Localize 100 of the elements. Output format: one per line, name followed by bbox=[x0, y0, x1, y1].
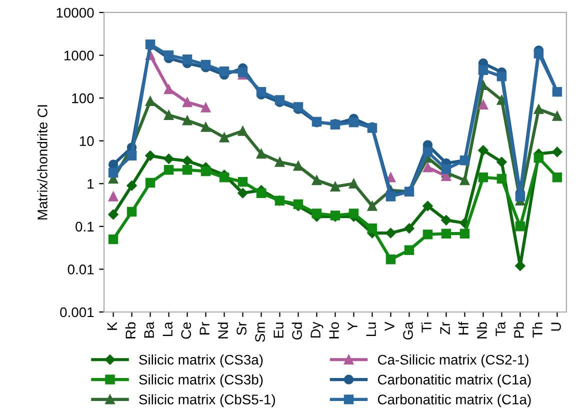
point bbox=[515, 222, 526, 232]
point bbox=[496, 174, 507, 184]
point bbox=[126, 180, 137, 191]
legend-label: Silicic matrix (CbS5-1) bbox=[139, 394, 275, 408]
point bbox=[164, 84, 174, 94]
point bbox=[367, 224, 378, 234]
x-tick-label: Ta bbox=[496, 322, 506, 336]
point bbox=[386, 192, 396, 202]
point bbox=[182, 116, 192, 126]
y-tick-label: 10 bbox=[80, 136, 94, 146]
x-tick-label: Pr bbox=[200, 322, 210, 334]
point bbox=[238, 67, 248, 78]
x-tick-label: Hf bbox=[458, 322, 468, 334]
point bbox=[274, 95, 285, 105]
y-tick-label: 10000 bbox=[56, 8, 94, 18]
point bbox=[219, 132, 230, 142]
x-tick-label: Ti bbox=[421, 322, 432, 332]
legend-label: Carbonatitic matrix (C1a) bbox=[378, 374, 531, 388]
point bbox=[145, 150, 156, 161]
y-axis-title: Matrix/chondrite CI bbox=[37, 105, 48, 220]
y-tick-label: 1 bbox=[88, 179, 94, 189]
y-tick-label: 0.001 bbox=[60, 307, 94, 318]
x-tick-label: Th bbox=[532, 322, 542, 338]
point bbox=[348, 178, 359, 188]
y-tick-label: 1000 bbox=[64, 50, 94, 60]
y-tick-label: 0.01 bbox=[68, 264, 94, 274]
point bbox=[367, 201, 378, 211]
point bbox=[108, 234, 118, 244]
point bbox=[238, 126, 248, 136]
point bbox=[126, 150, 137, 161]
x-tick-label: Ba bbox=[144, 322, 154, 338]
legend-label: Silicic matrix (CS3b) bbox=[139, 374, 263, 388]
x-tick-label: La bbox=[162, 322, 173, 336]
point bbox=[312, 175, 322, 186]
point bbox=[552, 172, 562, 182]
x-tick-label: Dy bbox=[310, 322, 324, 338]
point bbox=[312, 208, 322, 218]
point bbox=[478, 100, 488, 110]
point bbox=[330, 182, 340, 192]
point bbox=[348, 208, 359, 218]
x-tick-label: Pb bbox=[514, 322, 524, 338]
x-tick-label: Nb bbox=[476, 322, 487, 338]
point bbox=[126, 206, 137, 217]
point bbox=[108, 168, 118, 178]
point bbox=[164, 110, 174, 120]
point bbox=[404, 223, 414, 234]
x-tick-label: Zr bbox=[440, 322, 450, 334]
x-tick-label: Eu bbox=[274, 322, 284, 338]
point bbox=[478, 65, 488, 75]
x-tick-label: Gd bbox=[292, 322, 302, 340]
point bbox=[478, 145, 488, 156]
point bbox=[256, 86, 266, 97]
point bbox=[182, 97, 192, 108]
x-tick-label: Sm bbox=[255, 322, 265, 342]
point bbox=[256, 188, 266, 198]
y-tick-label: 0.1 bbox=[76, 222, 94, 232]
legend-label: Silicic matrix (CS3a) bbox=[139, 354, 263, 368]
point bbox=[386, 228, 396, 238]
point bbox=[108, 160, 118, 170]
point bbox=[182, 156, 192, 166]
point bbox=[108, 192, 118, 202]
point bbox=[534, 104, 544, 114]
point bbox=[293, 161, 304, 171]
y-tick-label: 100 bbox=[72, 93, 94, 104]
point bbox=[478, 172, 488, 182]
point bbox=[200, 122, 211, 132]
point bbox=[238, 177, 248, 187]
point bbox=[422, 162, 433, 172]
point bbox=[552, 146, 562, 158]
point bbox=[164, 154, 174, 164]
point bbox=[200, 102, 211, 112]
point bbox=[515, 260, 526, 271]
point bbox=[219, 66, 230, 76]
legend-label: Carbonatitic matrix (C1a) bbox=[378, 394, 531, 408]
x-tick-label: Nd bbox=[218, 322, 228, 338]
x-tick-label: Lu bbox=[366, 322, 376, 336]
point bbox=[404, 245, 414, 255]
point bbox=[348, 118, 359, 128]
point bbox=[460, 228, 470, 238]
point bbox=[145, 178, 156, 188]
x-tick-label: U bbox=[551, 322, 561, 331]
point bbox=[422, 230, 433, 240]
x-tick-label: Ga bbox=[403, 322, 413, 340]
point bbox=[386, 254, 396, 264]
point bbox=[182, 164, 192, 175]
point bbox=[238, 188, 248, 198]
point bbox=[200, 166, 211, 176]
point bbox=[164, 50, 174, 60]
x-tick-label: Rb bbox=[125, 322, 136, 338]
x-tick-label: Sr bbox=[236, 322, 246, 335]
point bbox=[422, 200, 433, 212]
point bbox=[496, 156, 507, 168]
point bbox=[515, 192, 526, 202]
point bbox=[145, 96, 156, 106]
x-tick-label: Ho bbox=[329, 322, 339, 338]
legend-label: Ca-Silicic matrix (CS2-1) bbox=[378, 354, 528, 368]
point bbox=[164, 164, 174, 175]
point bbox=[534, 153, 544, 163]
point bbox=[219, 172, 230, 182]
point bbox=[422, 147, 433, 157]
